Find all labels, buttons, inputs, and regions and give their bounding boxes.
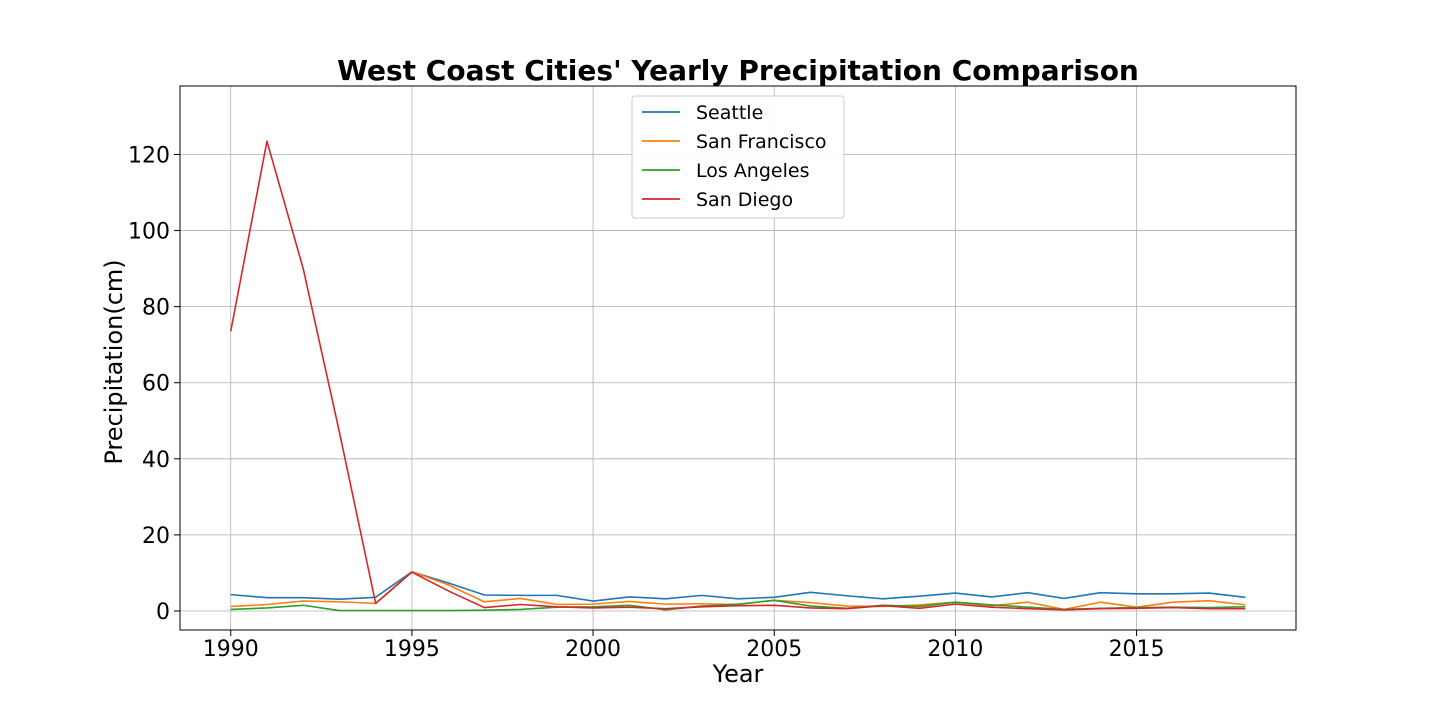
series-line-san-diego bbox=[229, 140, 1246, 611]
y-tick-label: 100 bbox=[128, 220, 170, 245]
x-tick-label: 2015 bbox=[1109, 637, 1165, 662]
x-axis-label: Year bbox=[712, 660, 764, 688]
x-tick-label: 2005 bbox=[746, 637, 802, 662]
legend-label: San Diego bbox=[696, 189, 793, 211]
y-tick-label: 20 bbox=[142, 524, 170, 549]
series-layer bbox=[229, 140, 1246, 612]
chart-title: West Coast Cities' Yearly Precipitation … bbox=[337, 54, 1139, 87]
plot-frame bbox=[179, 85, 1297, 631]
y-axis-label: Precipitation(cm) bbox=[100, 259, 128, 464]
y-tick-label: 80 bbox=[142, 296, 170, 321]
x-tick-label: 1995 bbox=[384, 637, 440, 662]
legend-box bbox=[631, 95, 845, 219]
y-tick-label: 60 bbox=[142, 372, 170, 397]
legend-label: San Francisco bbox=[696, 131, 827, 153]
x-tick-label: 2000 bbox=[565, 637, 621, 662]
axes-layer: 1990 1995 2000 2005 2010 2015 0 20 40 60 80 100 120 bbox=[128, 85, 1297, 662]
y-tick-label: 120 bbox=[128, 143, 170, 168]
y-tick-label: 0 bbox=[156, 600, 170, 625]
series-line-seattle bbox=[230, 570, 1246, 602]
x-tick-label: 2010 bbox=[927, 637, 983, 662]
x-tick-label: 1990 bbox=[203, 637, 259, 662]
legend-label: Los Angeles bbox=[696, 160, 809, 182]
y-tick-label: 40 bbox=[142, 448, 170, 473]
legend: Seattle San Francisco Los Angeles San Diego bbox=[631, 95, 845, 219]
legend-label: Seattle bbox=[696, 102, 763, 124]
